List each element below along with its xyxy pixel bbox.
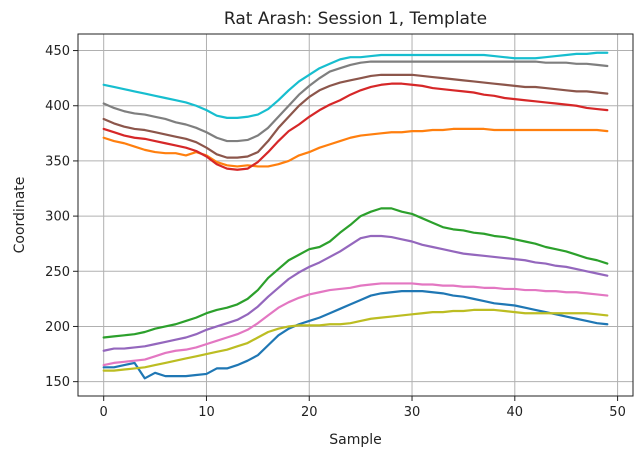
x-tick-label: 20 bbox=[301, 405, 318, 420]
y-tick-label: 450 bbox=[45, 44, 70, 59]
series-line-2 bbox=[102, 127, 609, 168]
series-layer bbox=[102, 51, 609, 380]
series-line-8 bbox=[102, 60, 609, 143]
series-line-6 bbox=[102, 73, 609, 159]
y-tick-label: 200 bbox=[45, 320, 70, 335]
x-tick-label: 10 bbox=[198, 405, 215, 420]
y-tick-label: 350 bbox=[45, 154, 70, 169]
series-line-7 bbox=[102, 282, 609, 367]
series-line-3 bbox=[102, 207, 609, 339]
x-tick-label: 0 bbox=[100, 405, 108, 420]
x-tick-label: 40 bbox=[507, 405, 524, 420]
y-tick-label: 300 bbox=[45, 210, 70, 225]
x-tick-label: 30 bbox=[404, 405, 421, 420]
plot-frame bbox=[77, 33, 634, 397]
y-tick-label: 400 bbox=[45, 99, 70, 114]
series-line-10 bbox=[102, 51, 609, 119]
series-line-4 bbox=[102, 82, 609, 171]
series-line-5 bbox=[102, 234, 609, 352]
grid-layer bbox=[78, 34, 633, 396]
series-line-9 bbox=[102, 308, 609, 372]
y-axis-label: Coordinate bbox=[12, 177, 28, 254]
chart-title: Rat Arash: Session 1, Template bbox=[224, 9, 487, 29]
y-tick-label: 150 bbox=[45, 375, 70, 390]
series-line-1 bbox=[102, 290, 609, 380]
x-axis-label: Sample bbox=[329, 432, 382, 448]
tick-layer: 0 10 20 30 40 50 150 200 250 300 350 400 450 bbox=[45, 44, 626, 420]
x-tick-label: 50 bbox=[609, 405, 626, 420]
y-tick-label: 250 bbox=[45, 265, 70, 280]
